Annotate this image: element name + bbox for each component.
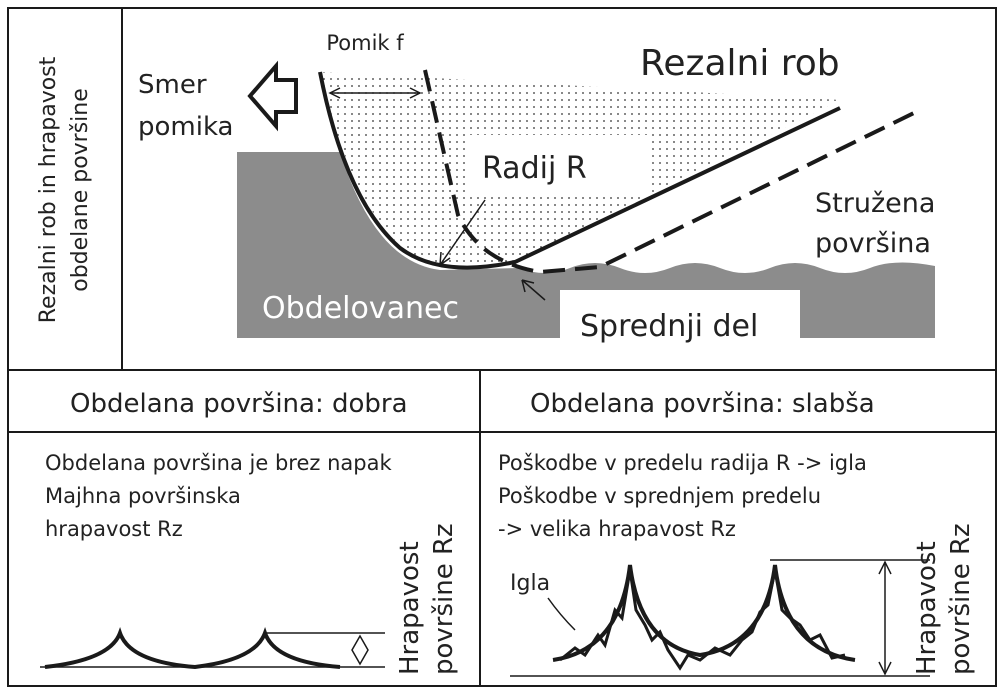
shifted-edge	[423, 69, 921, 275]
workpiece-label: Obdelovanec	[262, 291, 459, 326]
surface-label: Stružena	[815, 188, 935, 219]
rz-arrow	[878, 560, 892, 676]
panel-title: Obdelana površina: dobra	[70, 389, 408, 419]
rough-profile	[559, 569, 846, 671]
profile	[44, 627, 341, 670]
panel-text: Majhna površinska	[45, 484, 241, 508]
rz-label: površine Rz	[429, 523, 459, 675]
label-box	[470, 135, 650, 195]
panel-title: Obdelana površina: slabša	[530, 389, 875, 419]
frame	[7, 7, 997, 687]
direction-label: Smer	[138, 70, 207, 100]
rz-label: površine Rz	[946, 523, 976, 675]
rz-marker	[351, 634, 369, 666]
radius-arrow	[439, 251, 451, 267]
radius-arrow	[439, 199, 486, 266]
radius-label: Radij R	[482, 151, 587, 186]
direction-arrow	[247, 60, 298, 132]
front-box	[560, 290, 800, 346]
rz-label: Hrapavost	[395, 541, 425, 675]
front-arrow	[521, 279, 546, 301]
edge-label: Rezalni rob	[640, 43, 840, 84]
direction-label: pomika	[138, 112, 234, 142]
panel-text: Poškodbe v sprednjem predelu	[498, 484, 821, 508]
feed-label: Pomik f	[326, 31, 404, 55]
side-label: obdelane površine	[68, 88, 93, 292]
panel-text: Obdelana površina je brez napak	[45, 451, 392, 475]
panel-text: -> velika hrapavost Rz	[498, 517, 736, 541]
rz-label: Hrapavost	[912, 541, 942, 675]
panel-text: Poškodbe v predelu radija R -> igla	[498, 451, 867, 475]
panel-text: hrapavost Rz	[45, 517, 183, 541]
profile	[552, 564, 856, 662]
needle-arrow	[547, 597, 576, 631]
needle-label: Igla	[510, 571, 550, 596]
side-label: Rezalni rob in hrapavost	[36, 56, 61, 323]
feed-arrow	[328, 87, 422, 99]
cutting-edge	[318, 71, 841, 270]
surface-label: površina	[815, 228, 931, 259]
front-label: Sprednji del	[580, 309, 758, 344]
